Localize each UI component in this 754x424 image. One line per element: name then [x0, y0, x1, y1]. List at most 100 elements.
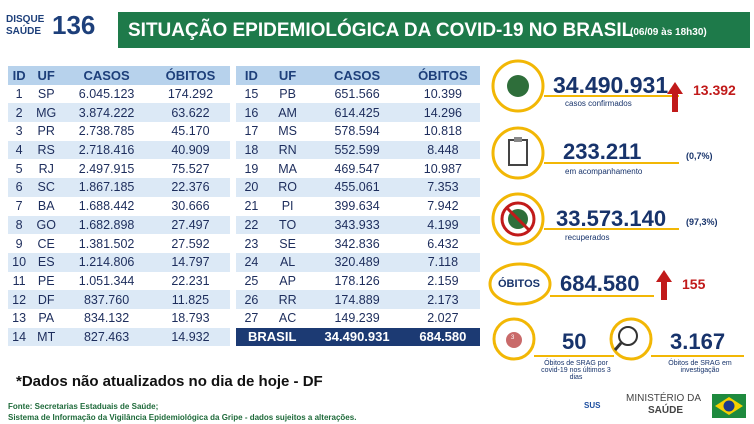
table-cell: 4: [8, 140, 31, 160]
table-cell: 30.666: [171, 199, 210, 214]
table-cell: 1.051.344: [78, 273, 135, 288]
table-cell: 837.760: [62, 290, 151, 309]
column-header: ÓBITOS: [150, 66, 230, 85]
table-cell: 614.425: [308, 103, 406, 123]
table-cell: 14.797: [150, 252, 230, 272]
table-row: 2 MG 3.874.222 63.622: [8, 103, 230, 123]
header-row: ID UF CASOS ÓBITOS: [236, 66, 480, 85]
table-cell: 75.527: [171, 161, 210, 176]
table-cell: 1.682.898: [62, 215, 151, 235]
table-cell: 12: [8, 290, 31, 309]
stats-icons: [488, 59, 744, 361]
table-cell: 834.132: [83, 311, 130, 326]
table-cell: MT: [30, 327, 63, 347]
logo: DISQUE SAÚDE 136: [6, 10, 110, 42]
table-cell: RJ: [38, 161, 54, 176]
table-cell: BA: [37, 199, 55, 214]
table-cell: RN: [266, 140, 309, 160]
sus-logo: SUS: [584, 401, 601, 410]
total-cell: 34.490.931: [308, 327, 406, 347]
table-cell: 149.239: [334, 311, 380, 326]
table-cell: 552.599: [308, 140, 406, 160]
table-cell: 651.566: [334, 87, 380, 102]
table-cell: 25: [244, 273, 259, 288]
table-cell: TO: [266, 215, 309, 235]
srag-investigation-label: Óbitos de SRAG em investigação: [668, 360, 732, 374]
table-cell: 14: [8, 327, 31, 347]
table-cell: MS: [278, 124, 297, 139]
table-cell: 343.933: [308, 215, 406, 235]
table-cell: 27: [244, 311, 259, 326]
table-cell: 7.942: [427, 199, 459, 214]
table-cell: PI: [281, 199, 294, 214]
column-header: CASOS: [308, 66, 406, 85]
table-cell: 27.497: [150, 215, 230, 235]
table-cell: 3.874.222: [62, 103, 151, 123]
table-cell: 455.061: [308, 178, 406, 197]
logo-line1: DISQUE: [6, 14, 45, 25]
table-row: 23 SE 342.836 6.432: [236, 234, 480, 253]
srag-recent-label: Óbitos de SRAG por covid-19 nos últimos …: [541, 360, 611, 381]
table-cell: 178.126: [334, 273, 380, 288]
table-cell: 174.889: [308, 290, 406, 309]
table-cell: 63.622: [150, 103, 230, 123]
table-cell: MA: [278, 161, 297, 176]
table-cell: 5: [15, 161, 23, 176]
table-cell: 3: [15, 124, 23, 139]
table-row: 6 SC 1.867.185 22.376: [8, 178, 230, 197]
table-cell: RR: [266, 290, 309, 309]
table-cell: RS: [30, 140, 63, 160]
table-cell: 20: [236, 178, 267, 197]
date: (06/09 às 18h30): [630, 27, 707, 38]
table-cell: AP: [279, 273, 296, 288]
column-header: ID: [236, 66, 267, 85]
table-row: 18 RN 552.599 8.448: [236, 140, 480, 160]
table-cell: 11: [12, 273, 26, 288]
table-cell: 22.231: [171, 273, 210, 288]
table-row: 9 CE 1.381.502 27.592: [8, 234, 230, 253]
column-header: ÓBITOS: [405, 66, 480, 85]
table-cell: 2.027: [427, 311, 459, 326]
logo-number: 136: [52, 10, 96, 40]
table-row: 26 RR 174.889 2.173: [236, 290, 480, 309]
deaths-delta: 155: [682, 276, 706, 292]
table-cell: 469.547: [334, 161, 380, 176]
table-row: 21 PI 399.634 7.942: [236, 197, 480, 216]
table-cell: 827.463: [62, 327, 151, 347]
table-row: 7 BA 1.688.442 30.666: [8, 197, 230, 216]
table-cell: 320.489: [308, 252, 406, 272]
deaths-value: 684.580: [560, 271, 640, 296]
table-cell: 10: [8, 252, 31, 272]
table-row: 11 PE 1.051.344 22.231: [8, 272, 230, 291]
header-row: ID UF CASOS ÓBITOS: [8, 66, 230, 85]
table-cell: GO: [30, 215, 63, 235]
column-header: UF: [266, 66, 309, 85]
table-cell: 342.836: [334, 236, 380, 251]
table-cell: 1.381.502: [78, 236, 135, 251]
cases-delta: 13.392: [693, 82, 736, 98]
table-row: 14 MT 827.463 14.932: [8, 327, 230, 347]
table-row: 24 AL 320.489 7.118: [236, 252, 480, 272]
table-cell: 17: [244, 124, 259, 139]
table-cell: 14.932: [150, 327, 230, 347]
table-cell: 6.432: [427, 236, 459, 251]
total-cell: BRASIL: [236, 327, 309, 347]
table-row: 13 PA 834.132 18.793: [8, 309, 230, 328]
table-cell: 18.793: [171, 311, 210, 326]
table-cell: 14.296: [405, 103, 480, 123]
table-cell: AC: [278, 311, 297, 326]
cases-value: 34.490.931: [553, 72, 669, 98]
table-row: 1 SP 6.045.123 174.292: [8, 85, 230, 104]
table-row: 8 GO 1.682.898 27.497: [8, 215, 230, 235]
deaths-label: ÓBITOS: [498, 278, 540, 290]
table-cell: 22.376: [150, 178, 230, 197]
table-cell: AL: [266, 252, 309, 272]
table-cell: CE: [37, 236, 55, 251]
source-line2: Sistema de Informação da Vigilância Epid…: [8, 413, 357, 422]
table-cell: SC: [30, 178, 63, 197]
table-cell: 2.173: [405, 290, 480, 309]
table-cell: PA: [38, 311, 55, 326]
srag-recent-value: 50: [562, 329, 587, 354]
title: SITUAÇÃO EPIDEMIOLÓGICA DA COVID-19 NO B…: [128, 20, 634, 41]
